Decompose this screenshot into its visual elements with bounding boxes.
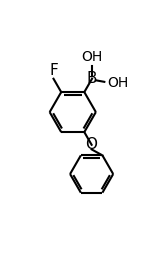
Text: OH: OH: [81, 50, 103, 64]
Text: O: O: [86, 137, 98, 152]
Text: F: F: [49, 63, 58, 78]
Text: OH: OH: [107, 76, 129, 90]
Text: B: B: [87, 71, 97, 86]
